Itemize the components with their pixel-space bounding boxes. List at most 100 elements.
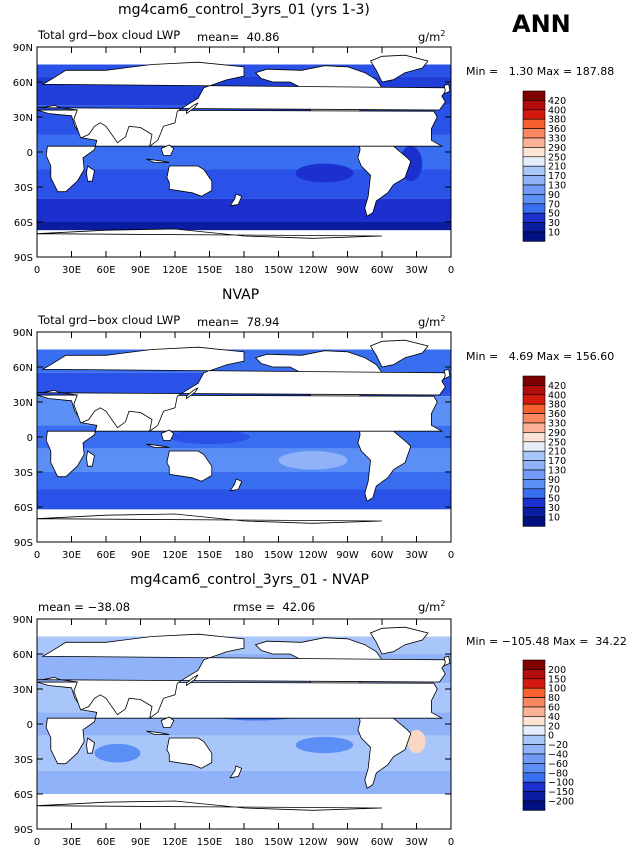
panel3-min-label: Min = <box>466 635 499 648</box>
colorbar-label: −20 <box>548 740 568 751</box>
coastline <box>160 429 175 441</box>
panel1-mean-label: mean= <box>197 30 240 44</box>
y-tick-label: 0 <box>27 433 33 444</box>
x-tick-label: 120E <box>162 265 187 276</box>
panel3-mean: mean = −38.08 <box>38 600 131 614</box>
colorbar-swatch <box>522 488 546 499</box>
coastline <box>369 54 429 83</box>
panel2-min-value: 4.69 <box>508 350 534 363</box>
colorbar-swatch <box>522 231 546 242</box>
x-tick-label: 180 <box>234 550 253 561</box>
y-tick-label: 30N <box>13 685 33 696</box>
colorbar-swatch <box>522 165 546 176</box>
y-tick-label: 90N <box>13 43 33 54</box>
panel1-field-label: Total grd−box cloud LWP <box>38 28 181 42</box>
season-label: ANN <box>512 10 571 38</box>
x-tick-label: 0 <box>34 550 40 561</box>
colorbar-swatch <box>522 744 546 755</box>
colorbar-swatch <box>522 109 546 120</box>
panel2-title: NVAP <box>222 287 260 303</box>
x-tick-label: 90W <box>336 550 359 561</box>
colorbar-swatch <box>522 137 546 148</box>
panel3-rmse-label: rmse = <box>233 600 276 614</box>
x-tick-label: 180 <box>234 837 253 848</box>
y-tick-label: 30N <box>13 113 33 124</box>
panel2-units: g/m2 <box>418 314 445 329</box>
x-tick-label: 180 <box>234 265 253 276</box>
panel3-max-label: Max = <box>552 635 589 648</box>
coastline <box>229 193 243 207</box>
panel2-minmax: Min = 4.69 Max = 156.60 <box>466 350 614 363</box>
colorbar-label: 100 <box>548 684 566 695</box>
colorbar-label: 40 <box>548 712 560 723</box>
x-tick-label: 30W <box>405 550 428 561</box>
coastline <box>86 450 95 467</box>
colorbar-label: −40 <box>548 750 568 761</box>
y-tick-label: 30S <box>14 755 33 766</box>
y-tick-label: 0 <box>27 148 33 159</box>
y-tick-label: 60N <box>13 78 33 89</box>
colorbar-label: 170 <box>548 456 566 467</box>
panel1-min-label: Min = <box>466 65 499 78</box>
x-tick-label: 90E <box>131 837 150 848</box>
colorbar-label: 250 <box>548 152 566 163</box>
colorbar-swatch <box>522 413 546 424</box>
coastline <box>229 478 243 492</box>
coastline <box>160 716 175 728</box>
panel2-mean-value: 78.94 <box>246 315 280 329</box>
colorbar-label: 210 <box>548 447 566 458</box>
map-fill-1 <box>37 47 451 257</box>
panel2-mean: mean= 78.94 <box>197 315 280 329</box>
colorbar-label: 290 <box>548 428 566 439</box>
x-tick-label: 150E <box>197 550 222 561</box>
x-tick-label: 60E <box>96 837 115 848</box>
panel3-rmse-value: 42.06 <box>282 600 316 614</box>
colorbar-swatch <box>522 441 546 452</box>
y-tick-label: 60S <box>14 790 33 801</box>
x-tick-label: 120W <box>299 550 328 561</box>
coastline <box>146 730 170 735</box>
colorbar-swatch <box>522 781 546 792</box>
x-tick-label: 60E <box>96 265 115 276</box>
colorbar-swatch <box>522 460 546 471</box>
colorbar-label: 50 <box>548 494 560 505</box>
x-tick-label: 90W <box>336 265 359 276</box>
colorbar-label: 70 <box>548 199 560 210</box>
x-tick-label: 120W <box>299 837 328 848</box>
x-tick-label: 30W <box>405 837 428 848</box>
panel1-units-exp: 2 <box>440 29 446 38</box>
contour-band <box>37 448 451 472</box>
colorbar-label: 50 <box>548 209 560 220</box>
coastline <box>166 165 213 197</box>
colorbar-3: 200150100806040200−20−40−60−80−100−150−2… <box>522 659 574 811</box>
y-tick-label: 60S <box>14 503 33 514</box>
x-tick-label: 30E <box>62 550 81 561</box>
panel1-min-value: 1.30 <box>508 65 534 78</box>
y-tick-label: 90N <box>13 615 33 626</box>
colorbar-swatch <box>522 203 546 214</box>
x-tick-label: 0 <box>34 837 40 848</box>
colorbar-label: 330 <box>548 134 566 145</box>
colorbar-label: 30 <box>548 218 560 229</box>
panel3-min-value: −105.48 <box>501 635 550 648</box>
coastline <box>229 765 243 779</box>
x-tick-label: 150E <box>197 265 222 276</box>
coastline <box>37 61 450 148</box>
x-tick-label: 60E <box>96 550 115 561</box>
panel1-minmax: Min = 1.30 Max = 187.88 <box>466 65 614 78</box>
coastline <box>186 674 199 687</box>
colorbar-swatch <box>522 432 546 443</box>
coastline <box>369 626 429 655</box>
x-tick-label: 120W <box>299 265 328 276</box>
colorbar-swatch <box>522 706 546 717</box>
panel2-units-base: g/m <box>418 315 441 329</box>
coastline <box>37 513 383 542</box>
colorbar-swatch <box>522 469 546 480</box>
x-tick-label: 120E <box>162 837 187 848</box>
colorbar-swatch <box>522 222 546 233</box>
x-tick-label: 0 <box>448 550 454 561</box>
